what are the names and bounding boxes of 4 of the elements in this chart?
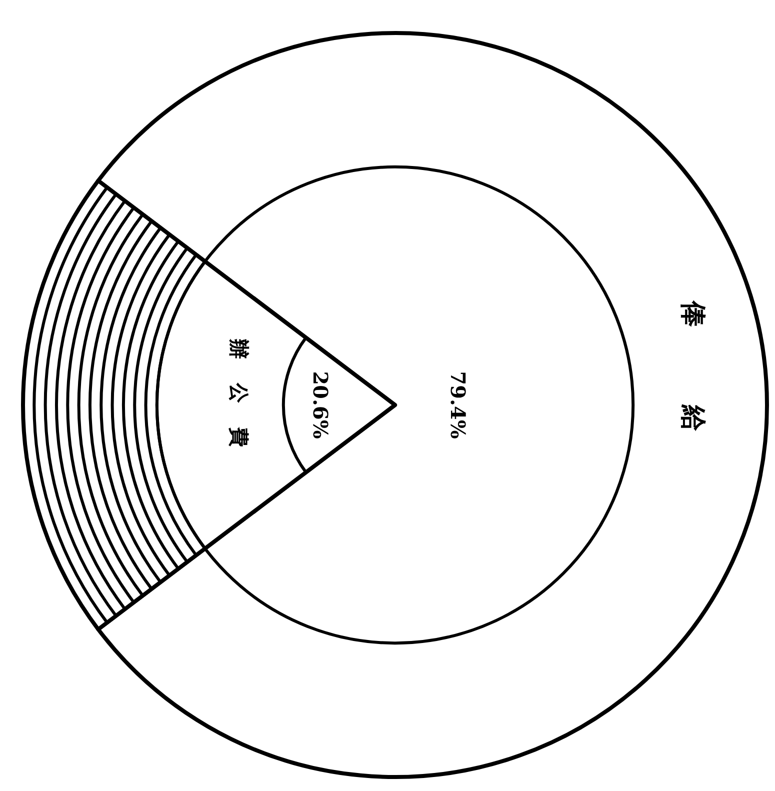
slice-label: 辦公費 xyxy=(226,338,251,471)
slice-label: 俸給 xyxy=(678,300,708,509)
data-label: 79.4% xyxy=(446,371,470,439)
data-label: 20.6% xyxy=(308,371,333,439)
